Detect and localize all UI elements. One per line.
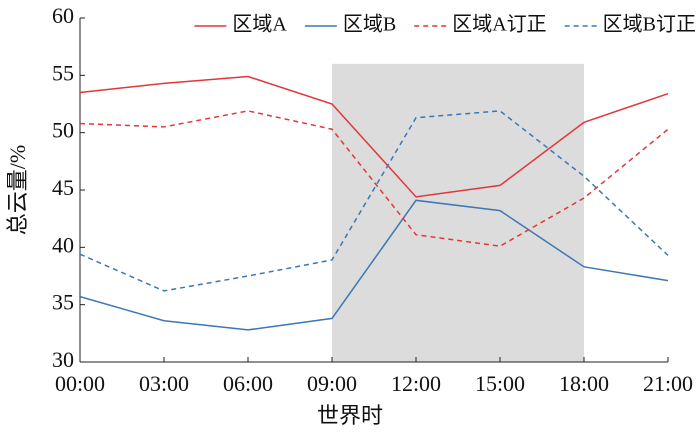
x-tick-label: 03:00	[139, 371, 189, 396]
legend-label: 区域A订正	[452, 13, 546, 36]
legend-label: 区域B订正	[603, 13, 696, 36]
shaded-region	[332, 63, 584, 362]
x-tick-label: 09:00	[307, 371, 357, 396]
legend-label: 区域B	[343, 13, 396, 36]
y-tick-label: 45	[52, 175, 74, 200]
y-tick-label: 50	[52, 118, 74, 143]
y-tick-label: 35	[52, 290, 74, 315]
y-axis-label: 总云量/%	[5, 145, 30, 235]
legend-item: 区域A	[194, 13, 287, 36]
series-line	[79, 110, 669, 292]
x-tick-label: 15:00	[475, 371, 525, 396]
y-tick-label: 60	[52, 3, 74, 28]
series-line	[79, 75, 669, 198]
y-tick-label: 55	[52, 60, 74, 85]
y-tick-label: 30	[52, 347, 74, 372]
x-tick-label: 21:00	[643, 371, 693, 396]
y-tick-label: 40	[52, 232, 74, 257]
x-axis-label: 世界时	[317, 403, 383, 428]
x-tick-label: 12:00	[391, 371, 441, 396]
legend-item: 区域B	[304, 13, 396, 36]
legend-item: 区域B订正	[564, 13, 696, 36]
legend-item: 区域A订正	[414, 13, 547, 36]
series-line	[79, 199, 669, 331]
legend-label: 区域A	[232, 13, 287, 36]
x-tick-label: 06:00	[223, 371, 273, 396]
x-tick-label: 18:00	[559, 371, 609, 396]
x-tick-label: 00:00	[55, 371, 105, 396]
